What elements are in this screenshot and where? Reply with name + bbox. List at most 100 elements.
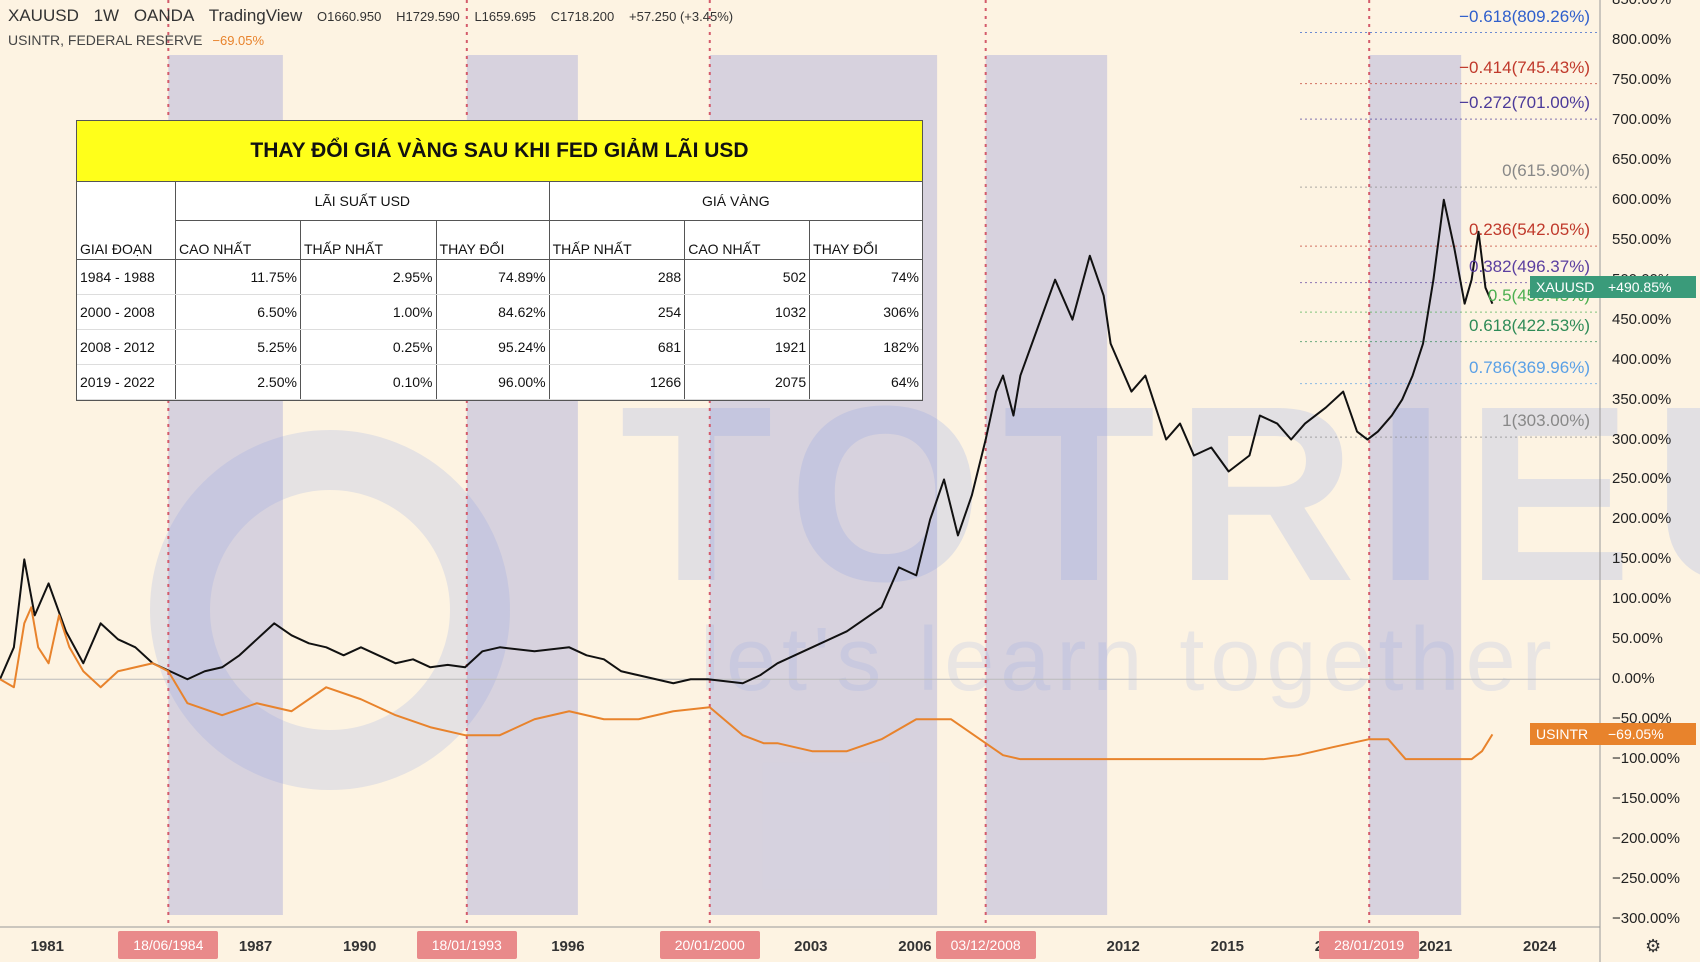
event-date-tag[interactable]: 03/12/2008 <box>935 931 1036 959</box>
fib-level-label: 0(615.90%) <box>1502 161 1590 181</box>
y-tick-label: 400.00% <box>1612 350 1672 368</box>
y-tick-label: 300.00% <box>1612 430 1672 448</box>
fib-level-label: −0.414(745.43%) <box>1459 57 1590 77</box>
x-tick-label: 1996 <box>551 938 585 955</box>
cell-gold-high: 502 <box>684 259 811 295</box>
cell-ir-change: 84.62% <box>436 294 550 330</box>
col-header-gold-change: THAY ĐỔI <box>809 220 922 260</box>
cell-ir-high: 6.50% <box>175 294 301 330</box>
cell-ir-low: 0.10% <box>300 364 437 400</box>
settings-gear-icon[interactable]: ⚙ <box>1645 936 1662 956</box>
y-tick-label: 600.00% <box>1612 190 1672 208</box>
cell-gold-high: 1921 <box>684 329 811 365</box>
y-tick-label: 350.00% <box>1612 390 1672 408</box>
gold-group-header: GIÁ VÀNG <box>549 182 922 221</box>
cell-gold-change: 74% <box>809 259 922 295</box>
comparison-table: THAY ĐỔI GIÁ VÀNG SAU KHI FED GIẢM LÃI U… <box>76 120 923 401</box>
cell-ir-low: 1.00% <box>300 294 437 330</box>
shaded-period <box>985 55 1108 915</box>
cell-ir-low: 0.25% <box>300 329 437 365</box>
secondary-series-name[interactable]: USINTR, FEDERAL RESERVE <box>8 32 203 48</box>
y-tick-label: −150.00% <box>1612 790 1680 808</box>
event-date-tag[interactable]: 20/01/2000 <box>659 931 760 959</box>
low-value: L1659.695 <box>474 9 536 24</box>
cell-ir-change: 74.89% <box>436 259 550 295</box>
table-row: 2008 - 2012 5.25% 0.25% 95.24% 681 1921 … <box>77 329 922 365</box>
y-tick-label: 800.00% <box>1612 30 1672 48</box>
cell-gold-low: 288 <box>549 259 686 295</box>
open-value: O1660.950 <box>317 9 382 24</box>
x-tick-label: 2024 <box>1522 938 1557 955</box>
cell-period: 1984 - 1988 <box>77 259 176 295</box>
cell-gold-high: 2075 <box>684 364 811 400</box>
cell-gold-low: 1266 <box>549 364 686 400</box>
y-tick-label: 850.00% <box>1612 0 1671 8</box>
change-value: +57.250 (+3.45%) <box>629 9 734 24</box>
y-tick-label: −200.00% <box>1612 830 1680 848</box>
broker: OANDA <box>133 6 195 25</box>
x-tick-label: 2003 <box>794 938 828 955</box>
series-value-tag: +490.85% <box>1602 276 1696 298</box>
cell-ir-change: 96.00% <box>436 364 550 400</box>
y-tick-label: −300.00% <box>1612 910 1680 927</box>
x-tick-label: 1981 <box>30 938 64 955</box>
series-name-tag: USINTR <box>1530 723 1610 746</box>
table-row: 1984 - 1988 11.75% 2.95% 74.89% 288 502 … <box>77 259 922 295</box>
cell-period: 2019 - 2022 <box>77 364 176 400</box>
table-title: THAY ĐỔI GIÁ VÀNG SAU KHI FED GIẢM LÃI U… <box>77 121 922 182</box>
cell-gold-high: 1032 <box>684 294 811 330</box>
event-date-tag[interactable]: 28/01/2019 <box>1319 931 1420 959</box>
cell-ir-high: 2.50% <box>175 364 301 400</box>
cell-gold-change: 64% <box>809 364 922 400</box>
symbol-header: XAUUSD 1W OANDA TradingView O1660.950 H1… <box>8 6 743 26</box>
series-value-tag: −69.05% <box>1602 723 1696 746</box>
y-tick-label: 50.00% <box>1612 630 1663 648</box>
cell-ir-high: 11.75% <box>175 259 301 295</box>
y-tick-label: −50.00% <box>1612 710 1672 728</box>
x-tick-label: 2006 <box>898 938 932 955</box>
x-tick-label: 2012 <box>1106 938 1140 955</box>
col-header-gold-low: THẤP NHẤT <box>549 220 686 260</box>
y-tick-label: 100.00% <box>1612 590 1672 608</box>
interval[interactable]: 1W <box>93 6 120 25</box>
shaded-period <box>1369 55 1462 915</box>
y-tick-label: 650.00% <box>1612 150 1672 168</box>
cell-gold-change: 306% <box>809 294 922 330</box>
y-tick-label: 450.00% <box>1612 310 1672 328</box>
table-row: 2000 - 2008 6.50% 1.00% 84.62% 254 1032 … <box>77 294 922 330</box>
y-tick-label: 0.00% <box>1612 670 1655 688</box>
symbol-name[interactable]: XAUUSD <box>8 6 79 25</box>
interest-group-header: LÃI SUẤT USD <box>175 182 550 221</box>
fib-level-label: 1(303.00%) <box>1502 411 1590 431</box>
event-date-tag[interactable]: 18/06/1984 <box>118 931 219 959</box>
series-line-usintr[interactable] <box>0 606 1494 761</box>
y-tick-label: 200.00% <box>1612 510 1672 528</box>
y-tick-label: 150.00% <box>1612 550 1672 568</box>
cell-ir-high: 5.25% <box>175 329 301 365</box>
y-tick-label: −250.00% <box>1612 870 1680 888</box>
x-tick-label: 1990 <box>342 938 377 955</box>
x-tick-label: 1987 <box>238 938 273 955</box>
y-tick-label: 750.00% <box>1612 70 1672 88</box>
table-row: 2019 - 2022 2.50% 0.10% 96.00% 1266 2075… <box>77 364 922 400</box>
x-tick-label: 2015 <box>1210 938 1244 955</box>
watermark: TOTRIEU let's learn together <box>150 354 1700 790</box>
event-date-tag[interactable]: 18/01/1993 <box>416 931 517 959</box>
watermark-logo <box>150 430 510 790</box>
cell-period: 2008 - 2012 <box>77 329 176 365</box>
fib-level-label: −0.618(809.26%) <box>1459 6 1590 26</box>
series-line-xauusd[interactable] <box>0 198 1494 685</box>
cell-gold-low: 681 <box>549 329 686 365</box>
fib-level-label: 0.382(496.37%) <box>1469 256 1590 276</box>
watermark-tagline: let's learn together <box>700 610 1558 710</box>
secondary-series-header: USINTR, FEDERAL RESERVE −69.05% <box>8 32 264 48</box>
fib-level-label: 0.618(422.53%) <box>1469 315 1590 335</box>
y-tick-label: 550.00% <box>1612 230 1672 248</box>
cell-ir-change: 95.24% <box>436 329 550 365</box>
secondary-series-change: −69.05% <box>212 33 265 48</box>
cell-ir-low: 2.95% <box>300 259 437 295</box>
col-header-ir-low: THẤP NHẤT <box>300 220 437 260</box>
fib-level-label: 0.786(369.96%) <box>1469 357 1590 377</box>
y-tick-label: −100.00% <box>1612 750 1680 768</box>
